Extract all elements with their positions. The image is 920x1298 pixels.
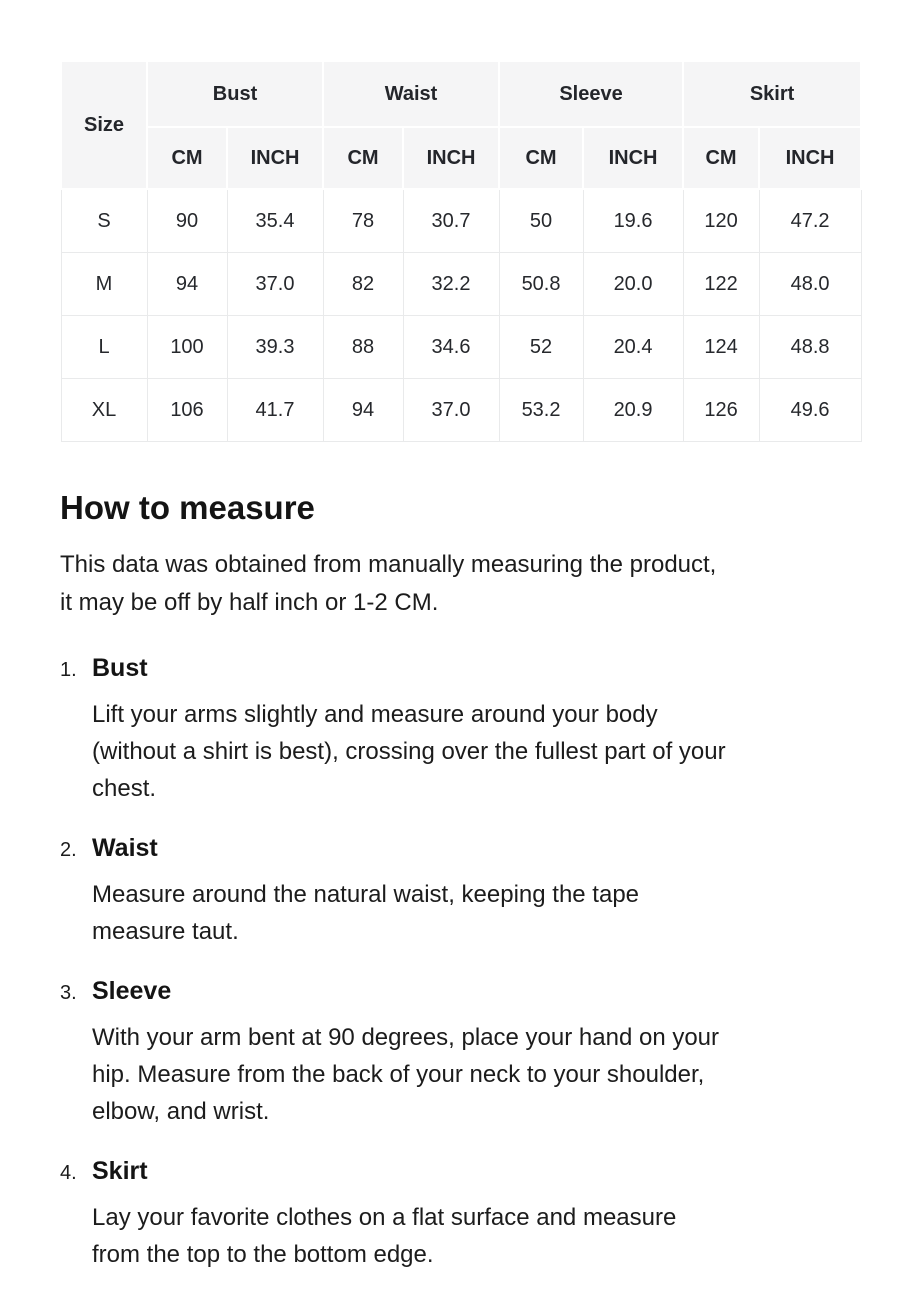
- size-cell: XL: [60, 378, 148, 442]
- item-number: 3.: [60, 982, 77, 1004]
- waist-group-header: Waist: [322, 60, 501, 128]
- sleeve-group-header: Sleeve: [498, 60, 685, 128]
- value-cell: 50: [498, 188, 584, 253]
- item-description: Lay your favorite clothes on a flat surf…: [92, 1204, 677, 1268]
- item-title: Skirt: [92, 1157, 148, 1185]
- value-cell: 78: [322, 188, 404, 253]
- intro-paragraph: This data was obtained from manually mea…: [60, 551, 717, 616]
- list-item-sleeve: 3. Sleeve With your arm bent at 90 degre…: [60, 976, 860, 1130]
- item-head: 3. Sleeve: [60, 976, 860, 1006]
- table-unit-header-row: CM INCH CM INCH CM INCH CM INCH: [61, 126, 863, 190]
- item-title: Sleeve: [92, 977, 172, 1005]
- value-cell: 126: [682, 378, 760, 442]
- value-cell: 19.6: [582, 188, 684, 253]
- table-row-m: M 94 37.0 82 32.2 50.8 20.0 122 48.0: [60, 252, 862, 316]
- size-chart-table: Size Bust Waist Sleeve Skirt CM INCH CM …: [60, 60, 863, 442]
- value-cell: 35.4: [226, 188, 324, 253]
- item-number: 2.: [60, 839, 77, 861]
- value-cell: 120: [682, 188, 760, 253]
- unit-header-sleeve-inch: INCH: [582, 126, 685, 190]
- unit-header-sleeve-cm: CM: [498, 126, 585, 190]
- list-item-bust: 1. Bust Lift your arms slightly and meas…: [60, 653, 860, 807]
- value-cell: 37.0: [402, 378, 500, 442]
- item-number: 4.: [60, 1162, 77, 1184]
- bust-group-header: Bust: [145, 60, 325, 128]
- value-cell: 82: [322, 252, 404, 316]
- value-cell: 122: [682, 252, 760, 316]
- item-title: Waist: [92, 834, 158, 862]
- value-cell: 48.0: [758, 252, 862, 316]
- value-cell: 90: [146, 188, 228, 253]
- item-title: Bust: [92, 654, 148, 682]
- unit-header-skirt-cm: CM: [682, 126, 761, 190]
- table-row-l: L 100 39.3 88 34.6 52 20.4 124 48.8: [60, 315, 862, 379]
- how-to-measure-heading: How to measure: [60, 489, 315, 526]
- list-item-skirt: 4. Skirt Lay your favorite clothes on a …: [60, 1156, 860, 1273]
- value-cell: 34.6: [402, 315, 500, 379]
- value-cell: 124: [682, 315, 760, 379]
- value-cell: 49.6: [758, 378, 862, 442]
- unit-header-skirt-inch: INCH: [758, 126, 863, 190]
- size-cell: L: [60, 315, 148, 379]
- value-cell: 37.0: [226, 252, 324, 316]
- item-description: Lift your arms slightly and measure arou…: [92, 701, 726, 802]
- value-cell: 47.2: [758, 188, 862, 253]
- value-cell: 106: [146, 378, 228, 442]
- item-number: 1.: [60, 659, 77, 681]
- item-head: 1. Bust: [60, 653, 860, 683]
- size-column-header: Size: [60, 60, 148, 190]
- value-cell: 32.2: [402, 252, 500, 316]
- size-cell: S: [60, 188, 148, 253]
- item-head: 2. Waist: [60, 833, 860, 863]
- value-cell: 48.8: [758, 315, 862, 379]
- value-cell: 100: [146, 315, 228, 379]
- unit-header-bust-inch: INCH: [225, 126, 325, 190]
- value-cell: 41.7: [226, 378, 324, 442]
- skirt-group-header: Skirt: [682, 60, 863, 128]
- value-cell: 53.2: [498, 378, 584, 442]
- size-cell: M: [60, 252, 148, 316]
- table-row-s: S 90 35.4 78 30.7 50 19.6 120 47.2: [60, 188, 862, 253]
- item-description: Measure around the natural waist, keepin…: [92, 881, 640, 945]
- value-cell: 30.7: [402, 188, 500, 253]
- measure-instructions-list: 1. Bust Lift your arms slightly and meas…: [60, 653, 860, 1273]
- item-description: With your arm bent at 90 degrees, place …: [92, 1024, 720, 1125]
- value-cell: 39.3: [226, 315, 324, 379]
- value-cell: 88: [322, 315, 404, 379]
- table-row-xl: XL 106 41.7 94 37.0 53.2 20.9 126 49.6: [60, 378, 862, 442]
- unit-header-waist-cm: CM: [322, 126, 405, 190]
- value-cell: 20.0: [582, 252, 684, 316]
- table-group-header-row: Size Bust Waist Sleeve Skirt: [60, 60, 863, 190]
- list-item-waist: 2. Waist Measure around the natural wais…: [60, 833, 860, 950]
- value-cell: 20.9: [582, 378, 684, 442]
- unit-header-waist-inch: INCH: [402, 126, 501, 190]
- value-cell: 94: [146, 252, 228, 316]
- value-cell: 94: [322, 378, 404, 442]
- item-head: 4. Skirt: [60, 1156, 860, 1186]
- value-cell: 50.8: [498, 252, 584, 316]
- value-cell: 52: [498, 315, 584, 379]
- value-cell: 20.4: [582, 315, 684, 379]
- unit-header-bust-cm: CM: [146, 126, 228, 190]
